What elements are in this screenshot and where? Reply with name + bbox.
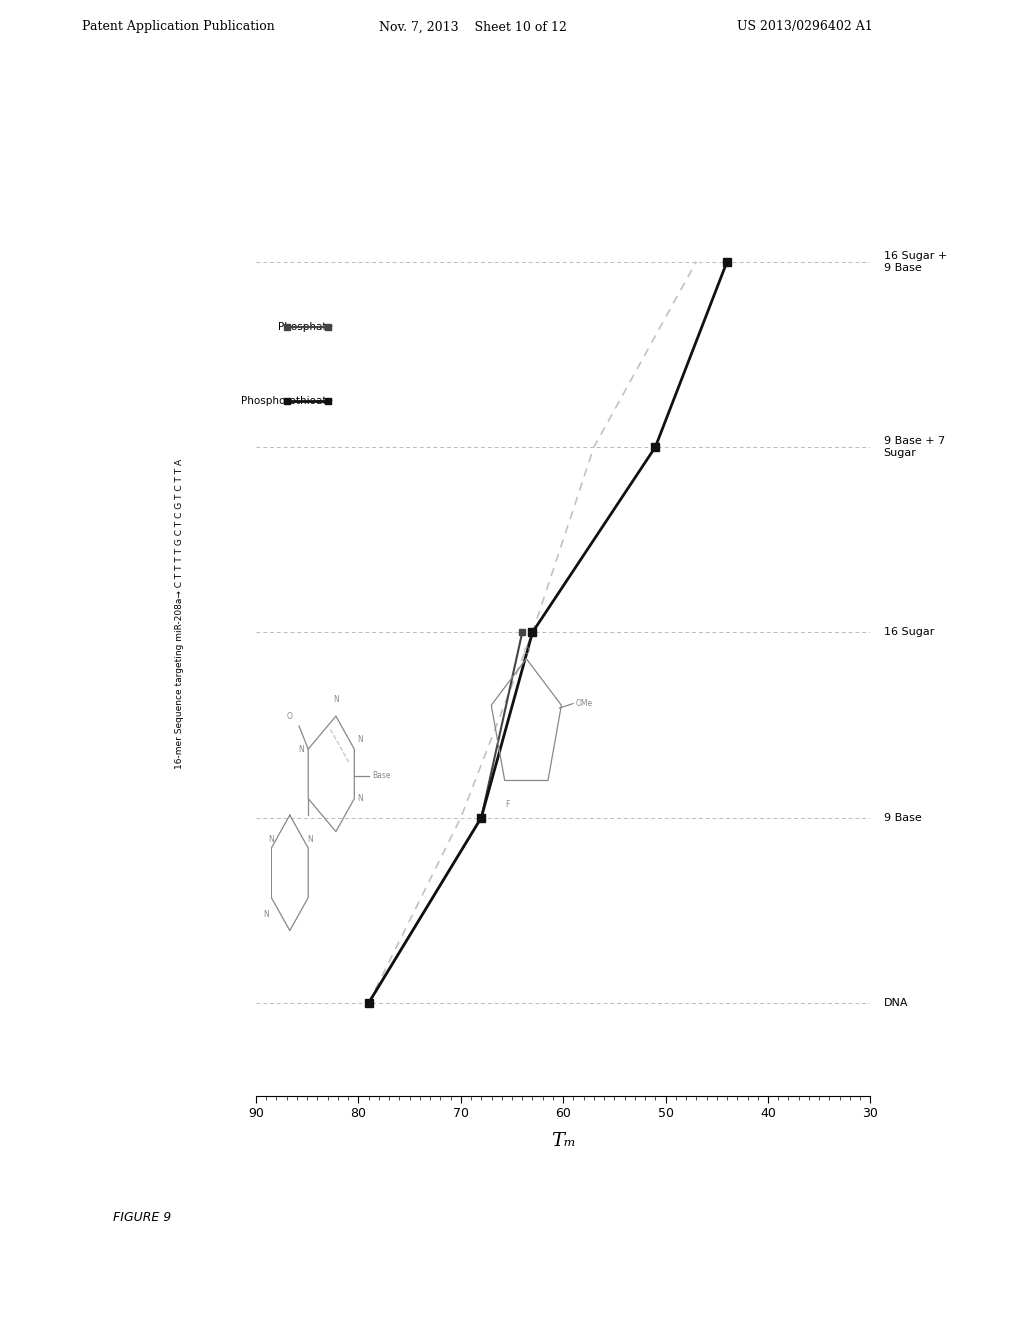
Text: N: N [268, 836, 274, 845]
Text: N: N [307, 836, 313, 845]
Text: N: N [333, 696, 339, 704]
Text: OMe: OMe [575, 700, 593, 708]
Text: N: N [263, 909, 268, 919]
Text: O: O [287, 711, 293, 721]
Text: N: N [298, 744, 304, 754]
Text: N: N [357, 795, 362, 803]
Text: FIGURE 9: FIGURE 9 [113, 1210, 171, 1224]
Text: Phosphorothioate: Phosphorothioate [241, 396, 333, 405]
Text: 16-mer Sequence targeting miR-208a→ C T T T T G C T C G T C T T A: 16-mer Sequence targeting miR-208a→ C T … [175, 459, 183, 768]
Text: Base: Base [373, 771, 391, 780]
Text: O: O [523, 647, 529, 656]
Text: Patent Application Publication: Patent Application Publication [82, 20, 274, 33]
Text: Nov. 7, 2013    Sheet 10 of 12: Nov. 7, 2013 Sheet 10 of 12 [379, 20, 566, 33]
Text: N: N [357, 735, 362, 743]
Text: F: F [506, 800, 510, 809]
Text: Phosphate: Phosphate [278, 322, 333, 331]
Text: US 2013/0296402 A1: US 2013/0296402 A1 [737, 20, 873, 33]
X-axis label: Tₘ: Tₘ [551, 1131, 575, 1150]
